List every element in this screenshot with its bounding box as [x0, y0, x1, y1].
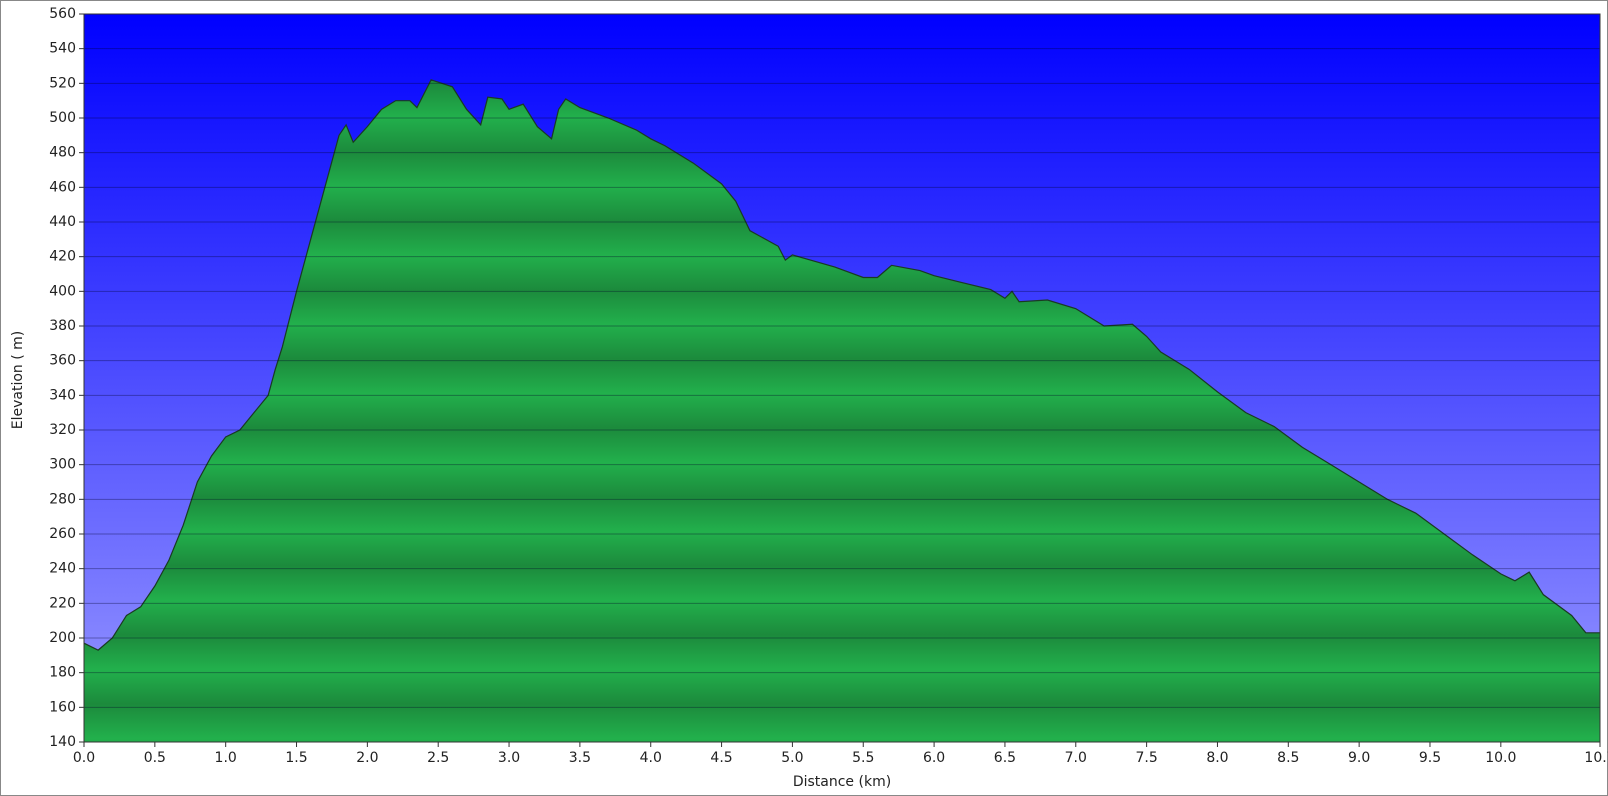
- y-tick-label: 360: [49, 353, 76, 369]
- x-axis-label: Distance (km): [793, 774, 891, 790]
- y-tick-label: 400: [49, 283, 76, 299]
- y-tick-label: 140: [49, 734, 76, 750]
- y-tick-label: 160: [49, 699, 76, 715]
- y-tick-label: 480: [49, 145, 76, 161]
- x-tick-label: 0.5: [144, 750, 166, 766]
- y-tick-label: 180: [49, 665, 76, 681]
- x-tick-label: 10.7: [1584, 750, 1608, 766]
- plot-border: [83, 13, 1601, 743]
- x-tick-label: 6.0: [923, 750, 945, 766]
- y-tick-label: 280: [49, 491, 76, 507]
- y-axis-label: Elevation ( m): [10, 331, 26, 430]
- y-tick-label: 240: [49, 561, 76, 577]
- y-tick-label: 540: [49, 41, 76, 57]
- y-tick-label: 340: [49, 387, 76, 403]
- y-tick-label: 320: [49, 422, 76, 438]
- y-tick-label: 300: [49, 457, 76, 473]
- y-tick-label: 560: [49, 6, 76, 22]
- y-tick-label: 380: [49, 318, 76, 334]
- x-tick-label: 9.5: [1419, 750, 1441, 766]
- x-tick-label: 4.0: [640, 750, 662, 766]
- x-tick-label: 10.0: [1485, 750, 1516, 766]
- y-tick-label: 420: [49, 249, 76, 265]
- y-tick-label: 520: [49, 75, 76, 91]
- x-tick-label: 5.5: [852, 750, 874, 766]
- x-tick-label: 8.5: [1277, 750, 1299, 766]
- x-tick-label: 4.5: [710, 750, 732, 766]
- x-tick-label: 3.0: [498, 750, 520, 766]
- x-tick-label: 2.5: [427, 750, 449, 766]
- x-tick-label: 1.5: [285, 750, 307, 766]
- x-tick-label: 5.0: [781, 750, 803, 766]
- elevation-area: [84, 79, 1600, 742]
- x-tick-label: 8.0: [1206, 750, 1228, 766]
- x-tick-label: 0.0: [73, 750, 95, 766]
- y-tick-label: 440: [49, 214, 76, 230]
- y-tick-label: 500: [49, 110, 76, 126]
- x-tick-label: 7.5: [1135, 750, 1157, 766]
- y-tick-label: 260: [49, 526, 76, 542]
- x-tick-label: 1.0: [215, 750, 237, 766]
- y-tick-label: 460: [49, 179, 76, 195]
- x-tick-label: 7.0: [1065, 750, 1087, 766]
- y-tick-label: 200: [49, 630, 76, 646]
- elevation-line: [83, 79, 1600, 651]
- x-tick-label: 3.5: [569, 750, 591, 766]
- x-tick-label: 6.5: [994, 750, 1016, 766]
- x-tick-label: 2.0: [356, 750, 378, 766]
- y-tick-label: 220: [49, 595, 76, 611]
- x-tick-label: 9.0: [1348, 750, 1370, 766]
